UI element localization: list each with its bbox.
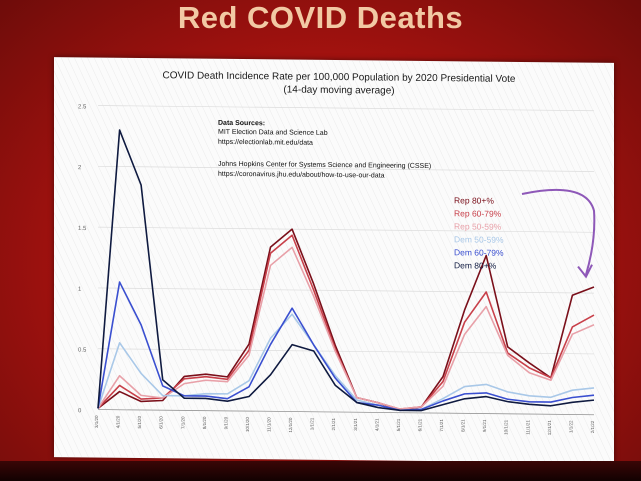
gridline bbox=[98, 105, 594, 112]
legend-entry: Rep 60-79% bbox=[454, 208, 502, 218]
x-tick-label: 2/1/21 bbox=[331, 417, 336, 430]
x-tick-label: 10/1/21 bbox=[504, 419, 509, 435]
slide-title: Red COVID Deaths bbox=[177, 0, 464, 35]
y-tick-label: 2.5 bbox=[78, 104, 87, 110]
x-tick-label: 1/1/22 bbox=[568, 420, 573, 433]
line-chart: 0 0.5 1 1.5 2 2.5 3/1/20 4/1/20 5/1/20 6/1/20 7/1/… bbox=[54, 57, 614, 463]
y-tick-label: 0 bbox=[78, 408, 82, 414]
source-line: MIT Election Data and Science Lab bbox=[218, 129, 328, 137]
axes: 0 0.5 1 1.5 2 2.5 3/1/20 4/1/20 5/1/20 6/1/20 7/1/… bbox=[78, 104, 595, 435]
arrow-head-icon bbox=[577, 264, 593, 279]
x-tick-label: 8/1/20 bbox=[202, 416, 207, 429]
gridline bbox=[98, 287, 594, 294]
x-tick-label: 2/1/22 bbox=[590, 420, 595, 433]
x-tick-label: 4/1/21 bbox=[374, 418, 379, 431]
moire-background bbox=[54, 57, 614, 463]
series-lines bbox=[97, 129, 595, 412]
legend-entry: Rep 50-59% bbox=[454, 221, 502, 231]
x-tick-label: 9/1/20 bbox=[223, 416, 228, 429]
legend-entry: Dem 50-59% bbox=[454, 234, 504, 245]
chart-title: COVID Death Incidence Rate per 100,000 P… bbox=[162, 70, 515, 85]
legend-entry: Dem 80+% bbox=[454, 260, 497, 270]
x-tick-label: 5/1/21 bbox=[396, 418, 401, 431]
chart-panel: 0 0.5 1 1.5 2 2.5 3/1/20 4/1/20 5/1/20 6/1/20 7/1/… bbox=[54, 57, 614, 463]
x-tick-label: 5/1/20 bbox=[137, 415, 142, 428]
monitor-bezel bbox=[0, 461, 641, 481]
x-tick-label: 7/1/21 bbox=[439, 419, 444, 432]
x-tick-label: 7/1/20 bbox=[180, 416, 185, 429]
series-line bbox=[97, 129, 595, 412]
x-tick-label: 9/1/21 bbox=[482, 419, 487, 432]
legend-entry: Rep 80+% bbox=[454, 195, 494, 205]
x-tick-label: 12/1/20 bbox=[288, 417, 293, 433]
x-axis bbox=[98, 409, 594, 416]
source-line: https://coronavirus.jhu.edu/about/how-to… bbox=[218, 171, 385, 180]
x-tick-label: 12/1/21 bbox=[547, 420, 552, 436]
x-tick-label: 11/1/20 bbox=[267, 417, 272, 432]
x-tick-label: 10/1/20 bbox=[245, 417, 250, 433]
annotation-arrow bbox=[521, 188, 596, 275]
y-tick-label: 1.5 bbox=[78, 226, 87, 232]
y-tick-label: 0.5 bbox=[78, 348, 87, 354]
gridline bbox=[98, 348, 594, 355]
x-tick-label: 4/1/20 bbox=[116, 415, 121, 428]
sources-heading: Data Sources: bbox=[218, 120, 265, 127]
x-tick-label: 6/1/20 bbox=[159, 416, 164, 429]
gridline bbox=[98, 226, 594, 233]
legend: Rep 80+% Rep 60-79% Rep 50-59% Dem 50-59% De… bbox=[454, 195, 504, 270]
source-line: https://electionlab.mit.edu/data bbox=[218, 139, 313, 147]
x-tick-label: 1/1/21 bbox=[310, 417, 315, 430]
chart-subtitle: (14-day moving average) bbox=[283, 84, 394, 96]
x-tick-label: 6/1/21 bbox=[417, 418, 422, 431]
x-tick-label: 3/1/20 bbox=[94, 415, 99, 428]
x-tick-label: 8/1/21 bbox=[461, 419, 466, 432]
gridline bbox=[98, 165, 594, 172]
y-tick-label: 1 bbox=[78, 287, 82, 293]
y-tick-label: 2 bbox=[78, 165, 82, 171]
series-line bbox=[97, 246, 595, 410]
source-line: Johns Hopkins Center for Systems Science… bbox=[218, 161, 431, 170]
legend-entry: Dem 60-79% bbox=[454, 247, 504, 258]
x-tick-label: 3/1/21 bbox=[353, 418, 358, 431]
x-tick-label: 11/1/21 bbox=[525, 420, 530, 435]
